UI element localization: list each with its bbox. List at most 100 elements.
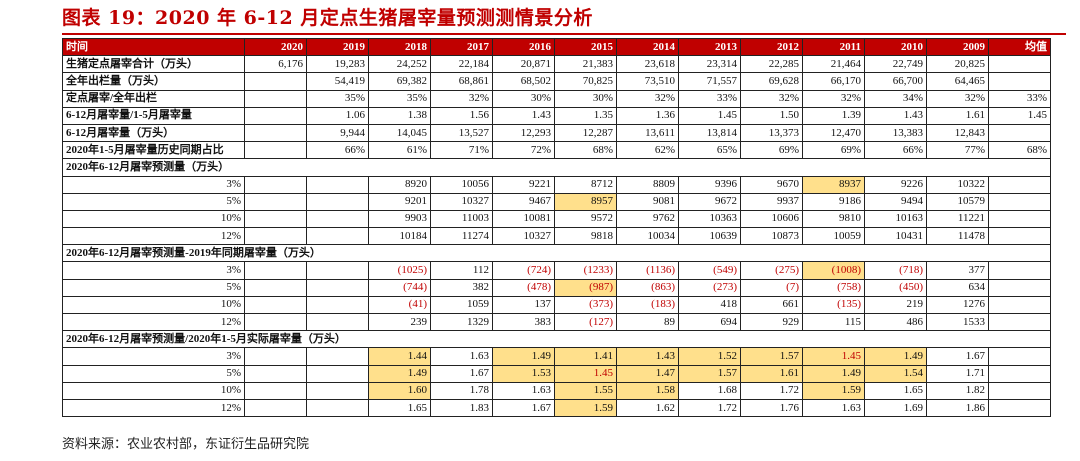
scenario-row: 3% 8920 10056 9221 8712 8809 9396 9670 8937 9226 1… (62, 175, 1051, 194)
section-title-row: 2020年6-12月屠宰预测量（万头） (62, 158, 1051, 177)
table-cell: 1.54 (864, 364, 927, 383)
row-label: 2020年1-5月屠宰量历史同期占比 (62, 141, 245, 160)
table-cell (988, 347, 1051, 366)
scenario-label: 3% (62, 261, 245, 280)
table-cell: 1.57 (678, 364, 741, 383)
table-cell (306, 312, 369, 332)
table-cell: 1.58 (616, 381, 679, 400)
table-cell: 10034 (616, 227, 679, 246)
table-cell: 8920 (368, 175, 431, 194)
table-cell: (41) (368, 295, 431, 315)
scenario-label: 12% (62, 227, 245, 246)
table-cell: 13,373 (740, 123, 803, 143)
table-cell: 1.59 (554, 398, 617, 418)
table-cell: 10081 (492, 209, 555, 229)
table-cell (988, 55, 1051, 74)
row-label: 生猪定点屠宰合计（万头） (62, 55, 245, 74)
table-cell: 1.72 (740, 381, 803, 400)
table-cell (988, 209, 1051, 229)
table-cell: 1.39 (802, 106, 865, 125)
table-cell: 9670 (740, 175, 803, 194)
table-cell: (478) (492, 278, 555, 297)
table-cell: 9937 (740, 192, 803, 211)
table-cell (988, 72, 1051, 91)
table-cell: 1.78 (430, 381, 493, 400)
table-cell: 35% (306, 89, 369, 108)
table-cell (244, 227, 307, 246)
scenario-row: 3% (1025) 112 (724) (1233) (1136) (549) (275) (1… (62, 261, 1051, 280)
table-cell (306, 278, 369, 297)
table-cell: 1.49 (368, 364, 431, 383)
header-cell: 2012 (740, 37, 803, 57)
table-cell: 1.38 (368, 106, 431, 125)
table-cell: 1.59 (802, 381, 865, 400)
scenario-label: 10% (62, 209, 245, 229)
source-note: 资料来源：农业农村部，东证衍生品研究院 (62, 437, 310, 452)
table-cell: 71% (430, 141, 493, 160)
table-cell: 23,314 (678, 55, 741, 74)
table-cell: 77% (926, 141, 989, 160)
table-cell (988, 261, 1051, 280)
table-cell: 1.82 (926, 381, 989, 400)
table-cell: 22,749 (864, 55, 927, 74)
table-cell: 66% (306, 141, 369, 160)
table-cell: 9201 (368, 192, 431, 211)
scenario-row: 3% 1.44 1.63 1.49 1.41 1.43 1.52 1.57 1.45 1.49 1.… (62, 347, 1051, 366)
table-row: 生猪定点屠宰合计（万头） 6,176 19,283 24,252 22,184 20,87… (62, 55, 1051, 74)
table-cell: (1025) (368, 261, 431, 280)
table-cell: 6,176 (244, 55, 307, 74)
table-cell: 1.65 (368, 398, 431, 418)
table-cell: 69% (740, 141, 803, 160)
row-label: 6-12月屠宰量（万头） (62, 123, 245, 143)
header-cell: 2013 (678, 37, 741, 57)
table-cell: 54,419 (306, 72, 369, 91)
table-cell: 33% (678, 89, 741, 108)
table-cell: 1276 (926, 295, 989, 315)
table-cell: 69% (802, 141, 865, 160)
table-cell: 32% (616, 89, 679, 108)
table-cell: 10873 (740, 227, 803, 246)
table-cell: 9,944 (306, 123, 369, 143)
table-cell: 1.53 (492, 364, 555, 383)
table-cell: 61% (368, 141, 431, 160)
table-cell: 9221 (492, 175, 555, 194)
table-cell: 1.83 (430, 398, 493, 418)
table-cell: 9572 (554, 209, 617, 229)
table-cell (306, 295, 369, 315)
scenario-label: 3% (62, 175, 245, 194)
scenario-row: 12% 1.65 1.83 1.67 1.59 1.62 1.72 1.76 1.63 1.69 1… (62, 398, 1051, 418)
table-cell: 10163 (864, 209, 927, 229)
table-cell: 30% (492, 89, 555, 108)
row-label: 定点屠宰/全年出栏 (62, 89, 245, 108)
table-cell: 9818 (554, 227, 617, 246)
table-cell: 68,502 (492, 72, 555, 91)
table-cell: 1.67 (430, 364, 493, 383)
table-cell: 23,618 (616, 55, 679, 74)
table-cell: 1.67 (492, 398, 555, 418)
table-cell: 1.62 (616, 398, 679, 418)
header-cell: 2017 (430, 37, 493, 57)
table-cell: 21,464 (802, 55, 865, 74)
table-cell: 1.50 (740, 106, 803, 125)
table-row: 定点屠宰/全年出栏 35% 35% 32% 30% 30% 32% 33% 32% 32% 34% 3… (62, 89, 1051, 108)
forecast-table: 时间 2020 2019 2018 2017 2016 2015 2014 2013 2012 20… (62, 37, 1051, 418)
table-row: 2020年1-5月屠宰量历史同期占比 66% 61% 71% 72% 68% 62% 65% 6… (62, 141, 1051, 160)
table-cell: (273) (678, 278, 741, 297)
table-cell: 10059 (802, 227, 865, 246)
table-cell: 71,557 (678, 72, 741, 91)
table-cell: 10363 (678, 209, 741, 229)
table-cell (306, 347, 369, 366)
section-title: 2020年6-12月屠宰预测量-2019年同期屠宰量（万头） (62, 244, 1051, 263)
table-cell: 9081 (616, 192, 679, 211)
table-cell: 20,871 (492, 55, 555, 74)
table-cell: 1.86 (926, 398, 989, 418)
scenario-row: 10% 9903 11003 10081 9572 9762 10363 10606 9810 1… (62, 209, 1051, 229)
table-cell: 10322 (926, 175, 989, 194)
table-cell: 137 (492, 295, 555, 315)
table-row: 6-12月屠宰量（万头） 9,944 14,045 13,527 12,293 12,28… (62, 123, 1051, 143)
title-underline (62, 33, 1066, 35)
table-cell: 69,628 (740, 72, 803, 91)
table-cell: 70,825 (554, 72, 617, 91)
table-cell: 12,293 (492, 123, 555, 143)
table-cell: 10327 (430, 192, 493, 211)
